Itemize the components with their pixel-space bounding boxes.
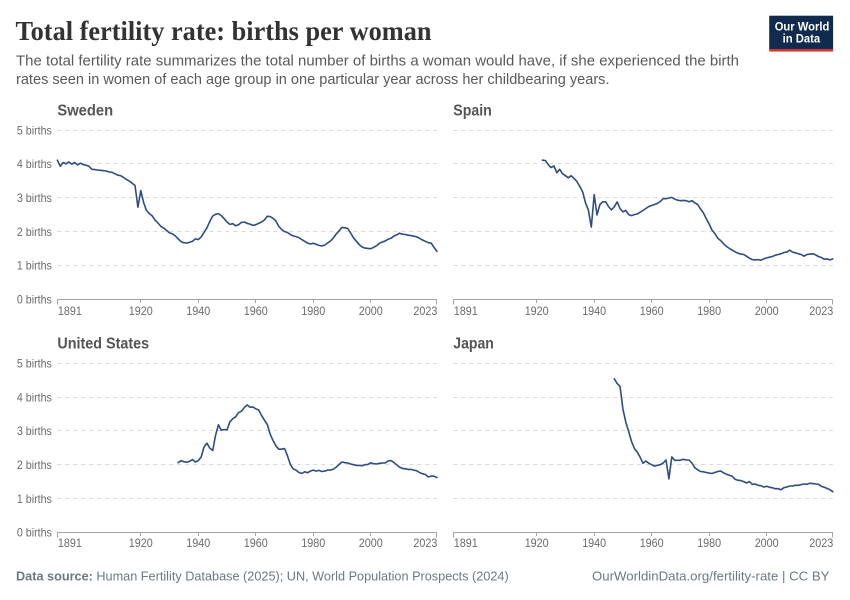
svg-text:1891: 1891 — [58, 536, 82, 550]
svg-text:2023: 2023 — [413, 304, 437, 318]
svg-text:3 births: 3 births — [17, 191, 52, 205]
svg-text:2000: 2000 — [359, 536, 383, 550]
svg-text:2000: 2000 — [755, 304, 779, 318]
svg-text:Spain: Spain — [453, 103, 492, 120]
svg-text:4 births: 4 births — [17, 390, 52, 404]
svg-text:1940: 1940 — [582, 304, 606, 318]
svg-text:Sweden: Sweden — [57, 103, 113, 120]
svg-text:2 births: 2 births — [17, 458, 52, 472]
svg-text:1891: 1891 — [454, 304, 478, 318]
svg-text:4 births: 4 births — [17, 157, 52, 171]
svg-text:2 births: 2 births — [17, 225, 52, 239]
svg-text:2000: 2000 — [359, 304, 383, 318]
svg-text:Japan: Japan — [453, 336, 494, 353]
svg-text:2000: 2000 — [755, 536, 779, 550]
svg-text:1891: 1891 — [454, 536, 478, 550]
svg-text:1940: 1940 — [186, 536, 210, 550]
svg-text:1 births: 1 births — [17, 492, 52, 506]
svg-text:0 births: 0 births — [17, 292, 52, 306]
svg-text:The total fertility rate summa: The total fertility rate summarizes the … — [16, 54, 739, 70]
svg-text:Total fertility rate: births p: Total fertility rate: births per woman — [16, 15, 432, 46]
svg-text:2023: 2023 — [809, 304, 833, 318]
svg-text:OurWorldinData.org/fertility-r: OurWorldinData.org/fertility-rate | CC B… — [592, 570, 830, 584]
svg-text:5 births: 5 births — [17, 357, 52, 371]
svg-text:Our World: Our World — [775, 22, 830, 34]
svg-text:1960: 1960 — [244, 304, 268, 318]
svg-text:1891: 1891 — [58, 304, 82, 318]
svg-text:1940: 1940 — [186, 304, 210, 318]
svg-text:1 births: 1 births — [17, 259, 52, 273]
svg-text:2023: 2023 — [413, 536, 437, 550]
svg-text:1980: 1980 — [697, 304, 721, 318]
svg-text:1920: 1920 — [129, 536, 153, 550]
svg-text:2023: 2023 — [809, 536, 833, 550]
svg-text:1980: 1980 — [697, 536, 721, 550]
svg-text:in Data: in Data — [783, 34, 821, 46]
svg-text:1980: 1980 — [301, 304, 325, 318]
svg-text:1960: 1960 — [244, 536, 268, 550]
svg-text:1920: 1920 — [525, 536, 549, 550]
svg-text:Data source: Human Fertility D: Data source: Human Fertility Database (2… — [16, 570, 509, 584]
svg-text:United States: United States — [57, 336, 149, 353]
svg-text:0 births: 0 births — [17, 526, 52, 540]
svg-text:3 births: 3 births — [17, 424, 52, 438]
svg-text:1940: 1940 — [582, 536, 606, 550]
svg-text:1960: 1960 — [640, 536, 664, 550]
svg-text:rates seen in women of each ag: rates seen in women of each age group in… — [16, 72, 609, 88]
svg-text:1920: 1920 — [129, 304, 153, 318]
svg-text:1960: 1960 — [640, 304, 664, 318]
svg-text:5 births: 5 births — [17, 123, 52, 137]
svg-text:1980: 1980 — [301, 536, 325, 550]
svg-text:1920: 1920 — [525, 304, 549, 318]
